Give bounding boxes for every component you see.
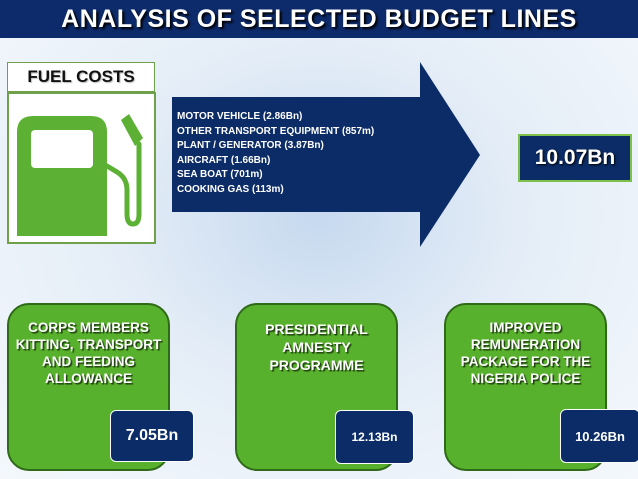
list-item: SEA BOAT (701m) (177, 169, 263, 181)
card-label: CORPS MEMBERS KITTING, TRANSPORT AND FEE… (15, 320, 162, 386)
fuel-total-badge: 10.07Bn (518, 134, 632, 182)
title-bar: ANALYSIS OF SELECTED BUDGET LINES (0, 0, 638, 38)
card-label: PRESIDENTIAL AMNESTY PROGRAMME (265, 321, 368, 373)
list-item: COOKING GAS (113m) (177, 183, 284, 195)
list-item: MOTOR VEHICLE (2.86Bn) (177, 111, 303, 122)
card-corps-members: CORPS MEMBERS KITTING, TRANSPORT AND FEE… (7, 303, 194, 471)
fuel-pump-icon (7, 92, 156, 244)
page-title: ANALYSIS OF SELECTED BUDGET LINES (61, 4, 577, 33)
list-item: PLANT / GENERATOR (3.87Bn) (177, 140, 324, 152)
card-nigeria-police: IMPROVED REMUNERATION PACKAGE FOR THE NI… (444, 303, 638, 471)
fuel-items-list: MOTOR VEHICLE (2.86Bn) OTHER TRANSPORT E… (177, 110, 427, 198)
card-presidential-amnesty: PRESIDENTIAL AMNESTY PROGRAMME 12.13Bn (235, 303, 414, 471)
fuel-arrow (172, 62, 480, 247)
card-label: IMPROVED REMUNERATION PACKAGE FOR THE NI… (460, 320, 591, 386)
list-item: OTHER TRANSPORT EQUIPMENT (857m) (177, 125, 375, 137)
list-item: AIRCRAFT (1.66Bn) (177, 154, 271, 166)
card-value: 12.13Bn (335, 410, 414, 464)
card-value: 10.26Bn (560, 409, 638, 463)
card-value: 7.05Bn (110, 410, 194, 462)
fuel-costs-label: FUEL COSTS (7, 62, 155, 92)
